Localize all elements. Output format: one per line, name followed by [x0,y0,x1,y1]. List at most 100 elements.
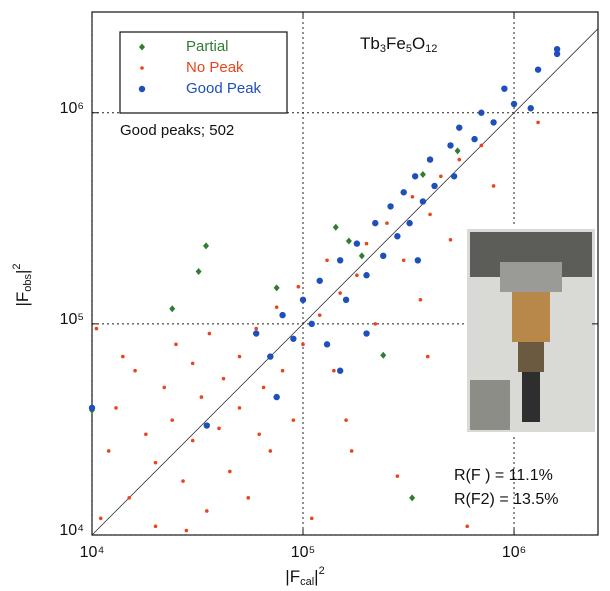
point [140,66,144,70]
point [325,258,329,263]
point [184,528,189,533]
point [409,494,416,502]
annotation: R(F2) = 13.5% [454,491,558,508]
point [344,418,348,422]
point [419,198,427,205]
diagonal [91,28,599,536]
x-axis-label: |Fcal|2 [285,565,324,588]
point [228,469,232,474]
formula-part: Fe [386,34,406,53]
y-tick-label: 10⁵ [60,311,84,328]
point [246,496,251,500]
point [261,385,266,390]
y-label-part: obs [22,274,34,292]
point [536,120,540,125]
formula-part: 5 [406,43,412,55]
point [406,219,413,227]
point [431,182,438,190]
photo-inset [465,227,597,434]
point [410,194,415,199]
point [323,341,331,348]
point [387,203,394,210]
point [237,354,242,359]
point [279,311,286,319]
formula-part: 12 [425,43,437,55]
point [450,173,458,180]
x-label-part: |F [285,567,300,586]
point [139,43,145,51]
x-label-part: 2 [319,565,325,577]
point [501,85,508,92]
point [479,143,484,148]
point [478,109,485,116]
x-tick-label: 10⁵ [291,544,315,561]
x-label-part: cal [300,576,314,588]
formula-part: O [412,34,425,53]
point [338,291,342,295]
point [394,233,401,240]
point [426,156,434,163]
point [380,351,387,359]
point [199,395,204,399]
point [301,342,305,347]
point [195,268,202,276]
point [190,438,195,443]
point [290,335,297,342]
point [456,124,463,131]
point [254,326,259,331]
point [395,474,400,478]
point [153,460,158,465]
point [169,305,176,313]
point [425,354,430,359]
point [358,252,365,260]
x-tick-label: 10⁶ [502,544,526,561]
point [181,479,185,483]
point [121,354,125,359]
point [138,85,146,93]
point [106,449,111,453]
point [448,238,453,242]
point [534,66,542,73]
point [280,368,285,373]
point [267,353,274,360]
y-label-part: | [13,270,32,274]
point [454,147,461,155]
point [237,406,242,410]
point [299,296,307,304]
point [527,105,534,112]
point [273,393,280,401]
annotation: Good peaks; 502 [120,122,234,139]
point [144,432,148,437]
point [380,252,387,260]
point [273,284,280,292]
point [309,516,314,521]
point [203,242,210,250]
point [153,524,158,529]
point [127,496,131,500]
point [372,219,379,227]
point [207,331,212,336]
point [336,367,344,374]
point [268,449,273,453]
point [274,305,279,309]
point [411,173,419,180]
formula: Tb3Fe5O12 [360,34,437,54]
point [457,157,462,162]
y-label-part: 2 [11,263,23,269]
x-label-part: | [314,567,318,586]
point [439,174,443,179]
point [491,184,496,188]
y-label-part: |F [13,292,32,307]
point [253,330,260,337]
point [364,241,369,246]
point [98,516,103,521]
point [385,221,389,225]
point [88,404,96,412]
point [332,223,339,231]
point [553,50,561,58]
point [363,272,370,279]
point [349,449,354,453]
point [490,119,497,126]
point [471,135,478,143]
point [217,426,221,431]
